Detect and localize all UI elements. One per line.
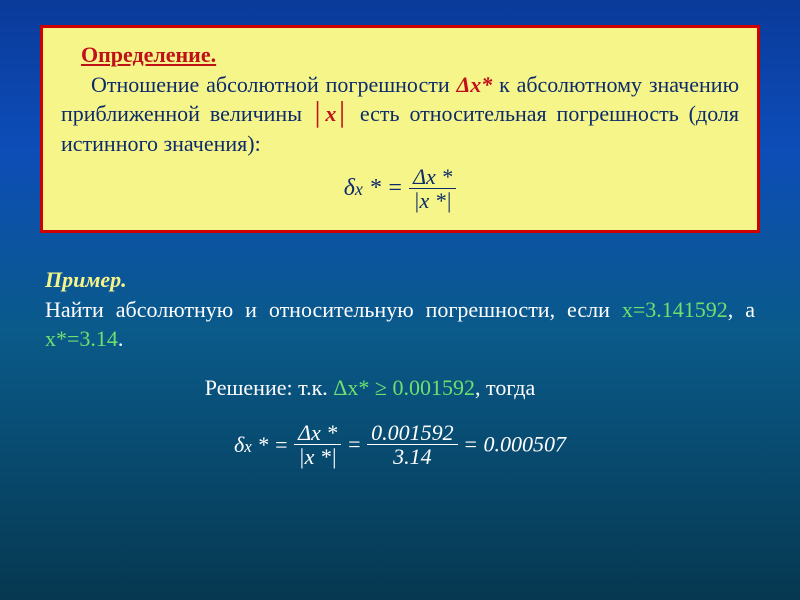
sol-f2-den: 3.14 bbox=[367, 445, 458, 468]
definition-title: Определение. bbox=[81, 40, 739, 70]
sol-result: 0.000507 bbox=[484, 432, 567, 457]
example-block: Пример. Найти абсолютную и относительную… bbox=[45, 265, 755, 354]
sol-eq1: = bbox=[347, 432, 367, 457]
ex-xstar-val: x*=3.14 bbox=[45, 326, 118, 351]
sol-lhs-x: x bbox=[244, 437, 252, 456]
solution-line: Решение: т.к. Δx* ≥ 0.001592, тогда bbox=[0, 375, 755, 401]
ex-text-1: Найти абсолютную и относительную погрешн… bbox=[45, 297, 622, 322]
solution-block: Решение: т.к. Δx* ≥ 0.001592, тогда δx *… bbox=[45, 375, 755, 468]
sol-lhs: δx * = bbox=[234, 432, 294, 457]
formula-fraction: Δx * |x *| bbox=[409, 165, 456, 212]
sol-delta: δ bbox=[234, 432, 244, 457]
solution-formula: δx * = Δx * |x *| = 0.001592 3.14 = 0.00… bbox=[45, 421, 755, 468]
sol-frac-2: 0.001592 3.14 bbox=[367, 421, 458, 468]
ex-text-2: , а bbox=[728, 297, 755, 322]
sol-lhs-eq: * = bbox=[257, 432, 288, 457]
definition-box: Определение. Отношение абсолютной погреш… bbox=[40, 25, 760, 233]
sol-f1-num: Δx * bbox=[294, 421, 341, 445]
solution-label: Решение: т.к. bbox=[205, 375, 334, 400]
sol-f1-den: |x *| bbox=[294, 445, 341, 468]
sol-eq2: = bbox=[463, 432, 483, 457]
example-body: Найти абсолютную и относительную погрешн… bbox=[45, 295, 755, 354]
def-delta-x: Δx* bbox=[456, 72, 492, 97]
formula-lhs: δx * = bbox=[344, 175, 409, 201]
solution-dx: Δx* ≥ 0.001592 bbox=[333, 375, 475, 400]
definition-body: Отношение абсолютной погрешности Δx* к а… bbox=[61, 70, 739, 159]
sol-frac-1: Δx * |x *| bbox=[294, 421, 341, 468]
def-abs-x: │x│ bbox=[312, 101, 350, 126]
lhs-star-eq: * = bbox=[369, 175, 403, 201]
definition-formula: δx * = Δx * |x *| bbox=[61, 165, 739, 212]
def-text-1: Отношение абсолютной погрешности bbox=[91, 72, 456, 97]
ex-x-val: x=3.141592 bbox=[622, 297, 728, 322]
formula-den: |x *| bbox=[409, 189, 456, 212]
example-title: Пример. bbox=[45, 265, 755, 295]
ex-period: . bbox=[118, 326, 124, 351]
formula-num: Δx * bbox=[409, 165, 456, 189]
solution-tail: , тогда bbox=[475, 375, 535, 400]
lhs-x: x bbox=[355, 179, 363, 199]
sol-f2-num: 0.001592 bbox=[367, 421, 458, 445]
delta-symbol: δ bbox=[344, 175, 355, 201]
